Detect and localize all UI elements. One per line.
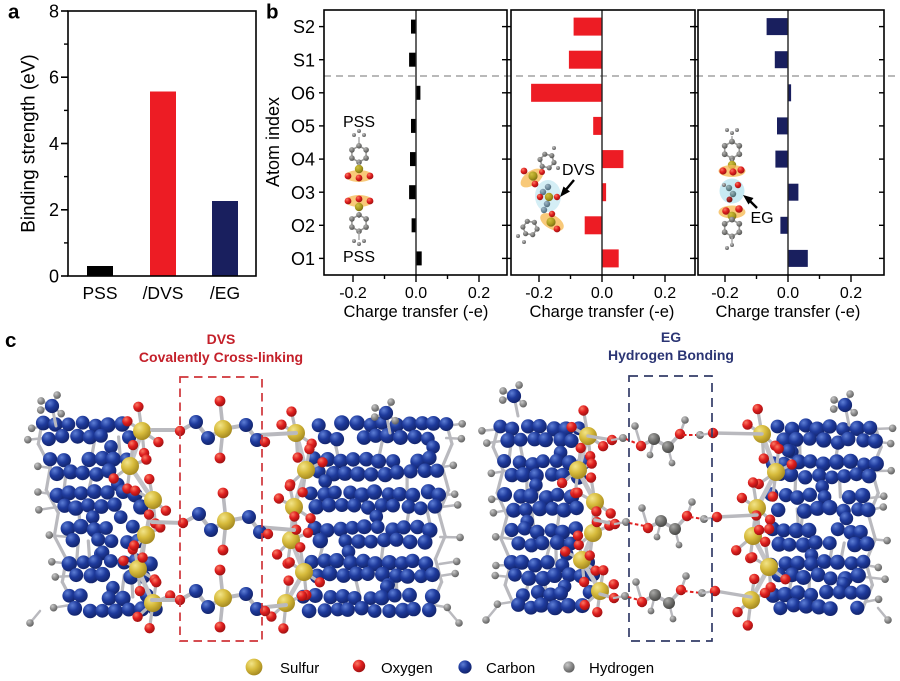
svg-text:DVS: DVS: [207, 331, 236, 347]
svg-text:O1: O1: [291, 249, 315, 269]
svg-text:S2: S2: [293, 17, 315, 37]
svg-text:6: 6: [49, 68, 59, 88]
svg-text:0.2: 0.2: [654, 285, 676, 302]
svg-text:/EG: /EG: [210, 283, 240, 303]
svg-text:Sulfur: Sulfur: [280, 660, 319, 677]
svg-text:S1: S1: [293, 50, 315, 70]
svg-text:c: c: [5, 329, 16, 352]
svg-text:Atom index: Atom index: [263, 97, 283, 187]
svg-text:b: b: [266, 1, 279, 24]
svg-text:-0.2: -0.2: [711, 285, 739, 302]
svg-text:Charge transfer (-e): Charge transfer (-e): [344, 303, 489, 321]
svg-text:0.0: 0.0: [405, 285, 427, 302]
svg-text:PSS: PSS: [343, 249, 375, 266]
svg-text:EG: EG: [661, 329, 681, 345]
svg-text:PSS: PSS: [343, 114, 375, 131]
svg-text:O6: O6: [291, 83, 315, 103]
svg-text:Hydrogen Bonding: Hydrogen Bonding: [608, 347, 734, 363]
svg-text:8: 8: [49, 1, 59, 21]
svg-text:4: 4: [49, 134, 59, 154]
svg-text:EG: EG: [750, 210, 773, 227]
svg-text:2: 2: [49, 200, 59, 220]
svg-text:O5: O5: [291, 117, 315, 137]
svg-text:0.0: 0.0: [777, 285, 799, 302]
svg-text:a: a: [8, 1, 20, 24]
svg-text:O4: O4: [291, 150, 315, 170]
svg-text:0.0: 0.0: [591, 285, 613, 302]
svg-text:/DVS: /DVS: [143, 283, 184, 303]
svg-text:PSS: PSS: [82, 283, 117, 303]
svg-text:O2: O2: [291, 216, 315, 236]
svg-text:Covalently Cross-linking: Covalently Cross-linking: [139, 349, 303, 365]
svg-text:-0.2: -0.2: [339, 285, 367, 302]
svg-text:0.2: 0.2: [840, 285, 862, 302]
svg-text:-0.2: -0.2: [525, 285, 553, 302]
svg-text:Carbon: Carbon: [486, 660, 535, 677]
svg-text:Hydrogen: Hydrogen: [589, 660, 654, 677]
svg-text:Binding strength (eV): Binding strength (eV): [19, 54, 40, 233]
svg-text:Charge transfer (-e): Charge transfer (-e): [716, 303, 861, 321]
svg-text:0: 0: [49, 266, 59, 286]
svg-text:DVS: DVS: [562, 162, 595, 179]
svg-text:Oxygen: Oxygen: [381, 660, 433, 677]
svg-text:Charge transfer (-e): Charge transfer (-e): [530, 303, 675, 321]
svg-text:0.2: 0.2: [468, 285, 490, 302]
svg-text:O3: O3: [291, 183, 315, 203]
